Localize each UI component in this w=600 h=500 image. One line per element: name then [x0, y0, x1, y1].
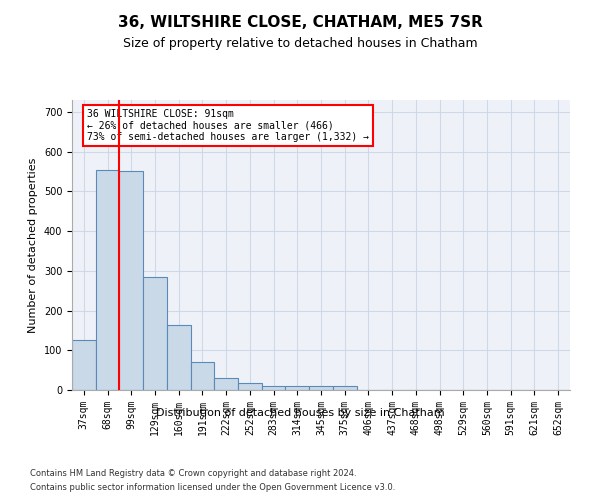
Text: Size of property relative to detached houses in Chatham: Size of property relative to detached ho…: [122, 38, 478, 51]
Bar: [143, 277, 167, 390]
Bar: [286, 386, 309, 390]
Bar: [214, 378, 238, 390]
Bar: [262, 386, 286, 390]
Bar: [333, 386, 356, 390]
Text: 36, WILTSHIRE CLOSE, CHATHAM, ME5 7SR: 36, WILTSHIRE CLOSE, CHATHAM, ME5 7SR: [118, 15, 482, 30]
Bar: [96, 170, 119, 390]
Bar: [119, 171, 143, 390]
Text: Distribution of detached houses by size in Chatham: Distribution of detached houses by size …: [155, 408, 445, 418]
Bar: [309, 386, 333, 390]
Bar: [167, 325, 191, 390]
Text: Contains public sector information licensed under the Open Government Licence v3: Contains public sector information licen…: [30, 484, 395, 492]
Y-axis label: Number of detached properties: Number of detached properties: [28, 158, 38, 332]
Text: 36 WILTSHIRE CLOSE: 91sqm
← 26% of detached houses are smaller (466)
73% of semi: 36 WILTSHIRE CLOSE: 91sqm ← 26% of detac…: [87, 108, 369, 142]
Text: Contains HM Land Registry data © Crown copyright and database right 2024.: Contains HM Land Registry data © Crown c…: [30, 468, 356, 477]
Bar: [238, 383, 262, 390]
Bar: [72, 340, 96, 390]
Bar: [191, 362, 214, 390]
